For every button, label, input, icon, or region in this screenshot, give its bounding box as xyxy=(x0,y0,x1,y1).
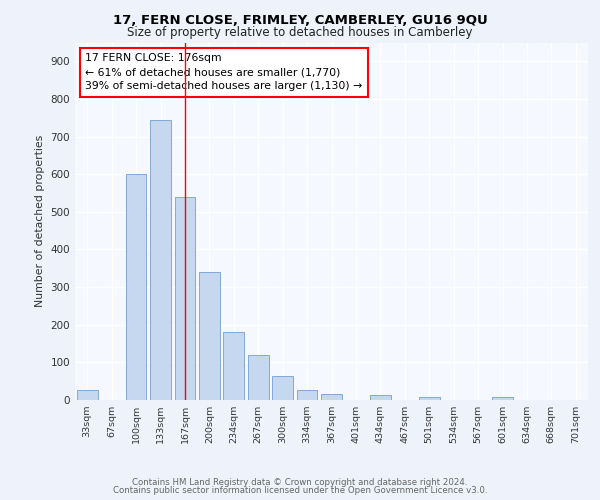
Text: Contains HM Land Registry data © Crown copyright and database right 2024.: Contains HM Land Registry data © Crown c… xyxy=(132,478,468,487)
Text: 17 FERN CLOSE: 176sqm
← 61% of detached houses are smaller (1,770)
39% of semi-d: 17 FERN CLOSE: 176sqm ← 61% of detached … xyxy=(85,53,362,91)
Bar xyxy=(419,397,440,400)
Bar xyxy=(321,394,342,400)
Text: Size of property relative to detached houses in Camberley: Size of property relative to detached ho… xyxy=(127,26,473,39)
Bar xyxy=(77,390,98,400)
Text: 17, FERN CLOSE, FRIMLEY, CAMBERLEY, GU16 9QU: 17, FERN CLOSE, FRIMLEY, CAMBERLEY, GU16… xyxy=(113,14,487,27)
Text: Contains public sector information licensed under the Open Government Licence v3: Contains public sector information licen… xyxy=(113,486,487,495)
Bar xyxy=(175,197,196,400)
Bar xyxy=(125,174,146,400)
Bar xyxy=(370,394,391,400)
Bar xyxy=(492,397,513,400)
Bar xyxy=(199,272,220,400)
Bar xyxy=(272,376,293,400)
Bar xyxy=(223,332,244,400)
Bar xyxy=(296,390,317,400)
Bar xyxy=(248,355,269,400)
Y-axis label: Number of detached properties: Number of detached properties xyxy=(35,135,45,308)
Bar xyxy=(150,120,171,400)
